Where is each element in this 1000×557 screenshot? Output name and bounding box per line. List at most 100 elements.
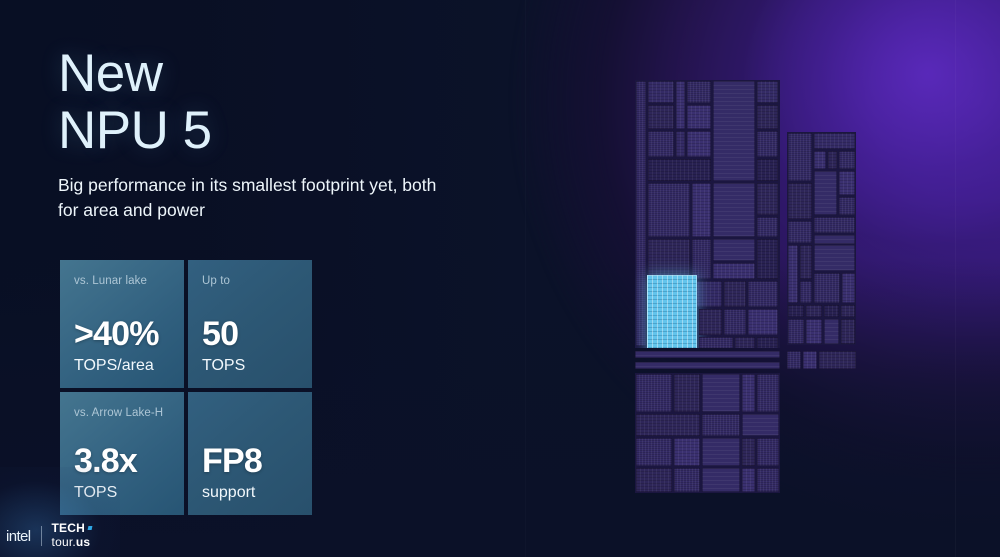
die-block (757, 131, 778, 157)
tour-label: tour. (51, 535, 76, 549)
stat-card-value: 50 (202, 315, 239, 353)
die-block (636, 468, 672, 492)
die-block (648, 239, 690, 279)
die-block (648, 159, 711, 181)
die-block (636, 81, 646, 346)
die-block (636, 414, 700, 436)
stat-card-value: 3.8x (74, 442, 138, 480)
die-block (800, 281, 812, 303)
die-block (702, 414, 740, 436)
die-block (676, 81, 685, 129)
die-block (699, 337, 733, 348)
die-block (713, 239, 755, 261)
die-block (699, 309, 722, 335)
die-block (713, 263, 755, 279)
die-block (757, 105, 778, 129)
page-title: New NPU 5 (58, 45, 212, 159)
die-block (694, 281, 722, 307)
die-region-main (635, 80, 780, 348)
die-block (757, 217, 778, 237)
headline-line-1: New (58, 44, 163, 103)
die-block (788, 183, 812, 219)
card-spacer (202, 288, 298, 316)
die-block (735, 337, 755, 348)
die-block (742, 468, 755, 492)
stat-card-eyebrow: vs. Lunar lake (74, 275, 147, 287)
die-block (842, 273, 855, 303)
stat-card-grid: vs. Lunar lake >40% TOPS/area Up to 50 T… (60, 260, 312, 515)
card-spacer (74, 420, 170, 443)
stat-card-unit: support (202, 484, 256, 501)
tech-tour-line-2: tour.us (52, 535, 91, 549)
die-region-lower (635, 373, 780, 493)
die-block (635, 351, 780, 358)
die-block (674, 374, 700, 412)
stat-card-eyebrow: vs. Arrow Lake-H (74, 407, 164, 419)
die-block (687, 81, 711, 103)
die-block (814, 273, 840, 303)
die-block (648, 105, 674, 129)
tech-label: TECH (51, 521, 85, 535)
stat-card-eyebrow: Up to (202, 275, 230, 287)
stat-card-unit: TOPS (74, 484, 118, 501)
die-block (800, 245, 812, 279)
die-block (713, 81, 755, 181)
stat-card-fp8: FP8 support (188, 392, 312, 515)
die-block (814, 171, 837, 215)
die-block (757, 81, 778, 103)
die-block (636, 438, 672, 466)
stat-card-tops-peak: Up to 50 TOPS (188, 260, 312, 388)
stat-card-tops-multiplier: vs. Arrow Lake-H 3.8x TOPS (60, 392, 184, 515)
background-band-right (955, 0, 956, 557)
die-block (702, 438, 740, 466)
die-block (757, 468, 779, 492)
die-block (742, 374, 755, 412)
die-block (757, 374, 779, 412)
intel-logo: intel (6, 527, 31, 545)
die-block (674, 468, 700, 492)
die-block (803, 351, 817, 369)
stat-card-unit: TOPS/area (74, 357, 154, 374)
stat-card-tops-area: vs. Lunar lake >40% TOPS/area (60, 260, 184, 388)
logo-divider (40, 526, 42, 546)
die-block (788, 305, 804, 317)
die-block (676, 131, 685, 157)
die-block (824, 319, 839, 344)
die-block (748, 281, 778, 307)
die-block (787, 351, 801, 369)
die-block (692, 183, 711, 237)
die-block (814, 133, 855, 149)
tech-tour-logo: TECH tour.us (51, 521, 93, 550)
die-block (814, 245, 855, 271)
die-block (788, 221, 812, 243)
footer-logo-bar: intel TECH tour.us (6, 521, 93, 550)
die-block (788, 319, 804, 344)
die-block (757, 337, 778, 348)
card-spacer (202, 406, 298, 443)
stat-card-unit: TOPS (202, 357, 246, 374)
die-block (742, 414, 779, 436)
card-spacer (74, 288, 170, 316)
die-block (702, 374, 740, 412)
die-block (824, 305, 839, 317)
die-block (757, 183, 778, 215)
die-block (814, 151, 826, 169)
die-block (839, 197, 855, 215)
die-block (819, 351, 856, 369)
die-block (841, 305, 855, 317)
die-block (724, 281, 746, 307)
die-block (687, 105, 711, 129)
die-block (757, 239, 778, 279)
die-block (648, 183, 690, 237)
die-block (806, 305, 822, 317)
background-band-mid (525, 0, 526, 557)
die-block (841, 319, 855, 344)
die-block (757, 438, 779, 466)
die-block (687, 131, 711, 157)
die-block (692, 239, 711, 279)
die-floorplan-diagram (600, 60, 900, 500)
npu-highlight-block (647, 275, 697, 348)
us-label: us (75, 535, 91, 549)
die-block (757, 159, 778, 181)
die-block (674, 438, 700, 466)
